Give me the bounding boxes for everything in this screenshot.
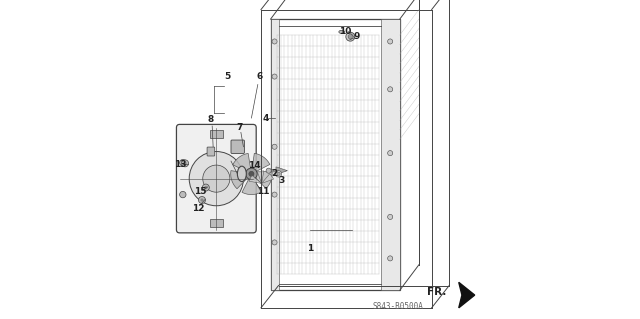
Circle shape (202, 184, 209, 191)
Circle shape (272, 39, 277, 44)
Circle shape (266, 168, 271, 173)
Bar (271, 19, 278, 290)
Polygon shape (257, 171, 264, 183)
Circle shape (388, 256, 393, 261)
Circle shape (388, 214, 393, 219)
Circle shape (388, 151, 393, 156)
Text: 1: 1 (307, 244, 314, 253)
Polygon shape (242, 177, 261, 195)
Circle shape (277, 172, 280, 175)
Ellipse shape (339, 30, 344, 33)
Polygon shape (262, 174, 274, 183)
Polygon shape (230, 171, 248, 189)
Text: 12: 12 (192, 204, 204, 213)
Circle shape (272, 144, 277, 149)
Circle shape (204, 186, 207, 189)
Text: 8: 8 (207, 115, 214, 124)
FancyBboxPatch shape (231, 140, 244, 153)
Circle shape (180, 191, 186, 198)
Text: 2: 2 (271, 169, 277, 178)
Circle shape (182, 160, 189, 167)
Text: FR.: FR. (427, 287, 446, 297)
Text: 14: 14 (248, 161, 260, 170)
Circle shape (272, 240, 277, 245)
Circle shape (189, 152, 243, 206)
Circle shape (388, 39, 393, 44)
Text: 9: 9 (353, 32, 360, 41)
Circle shape (200, 198, 204, 202)
Circle shape (203, 165, 230, 192)
FancyArrow shape (271, 167, 287, 174)
FancyBboxPatch shape (207, 147, 215, 156)
Circle shape (272, 74, 277, 79)
Polygon shape (252, 153, 270, 172)
Text: 5: 5 (225, 72, 230, 81)
Circle shape (198, 197, 205, 204)
Text: 10: 10 (339, 27, 351, 36)
Polygon shape (249, 175, 262, 183)
Bar (381, 19, 400, 290)
FancyBboxPatch shape (177, 124, 256, 233)
Bar (210, 130, 223, 138)
Circle shape (180, 160, 186, 166)
Text: 7: 7 (236, 123, 243, 132)
Circle shape (275, 171, 282, 177)
Circle shape (348, 34, 353, 39)
Polygon shape (459, 282, 475, 308)
Bar (271, 19, 400, 290)
Circle shape (388, 87, 393, 92)
Text: 4: 4 (262, 114, 269, 122)
Polygon shape (254, 170, 272, 189)
Circle shape (249, 171, 254, 176)
Polygon shape (233, 153, 251, 172)
Ellipse shape (237, 166, 246, 182)
Text: 6: 6 (256, 72, 262, 81)
Text: 13: 13 (174, 160, 187, 169)
Circle shape (272, 192, 277, 197)
Bar (210, 219, 223, 227)
Text: 3: 3 (278, 176, 285, 185)
Circle shape (246, 168, 257, 180)
Text: S843-B0500A: S843-B0500A (372, 302, 424, 311)
Circle shape (184, 162, 187, 165)
Text: 15: 15 (194, 187, 206, 196)
Circle shape (346, 32, 355, 41)
Text: 11: 11 (257, 187, 270, 196)
